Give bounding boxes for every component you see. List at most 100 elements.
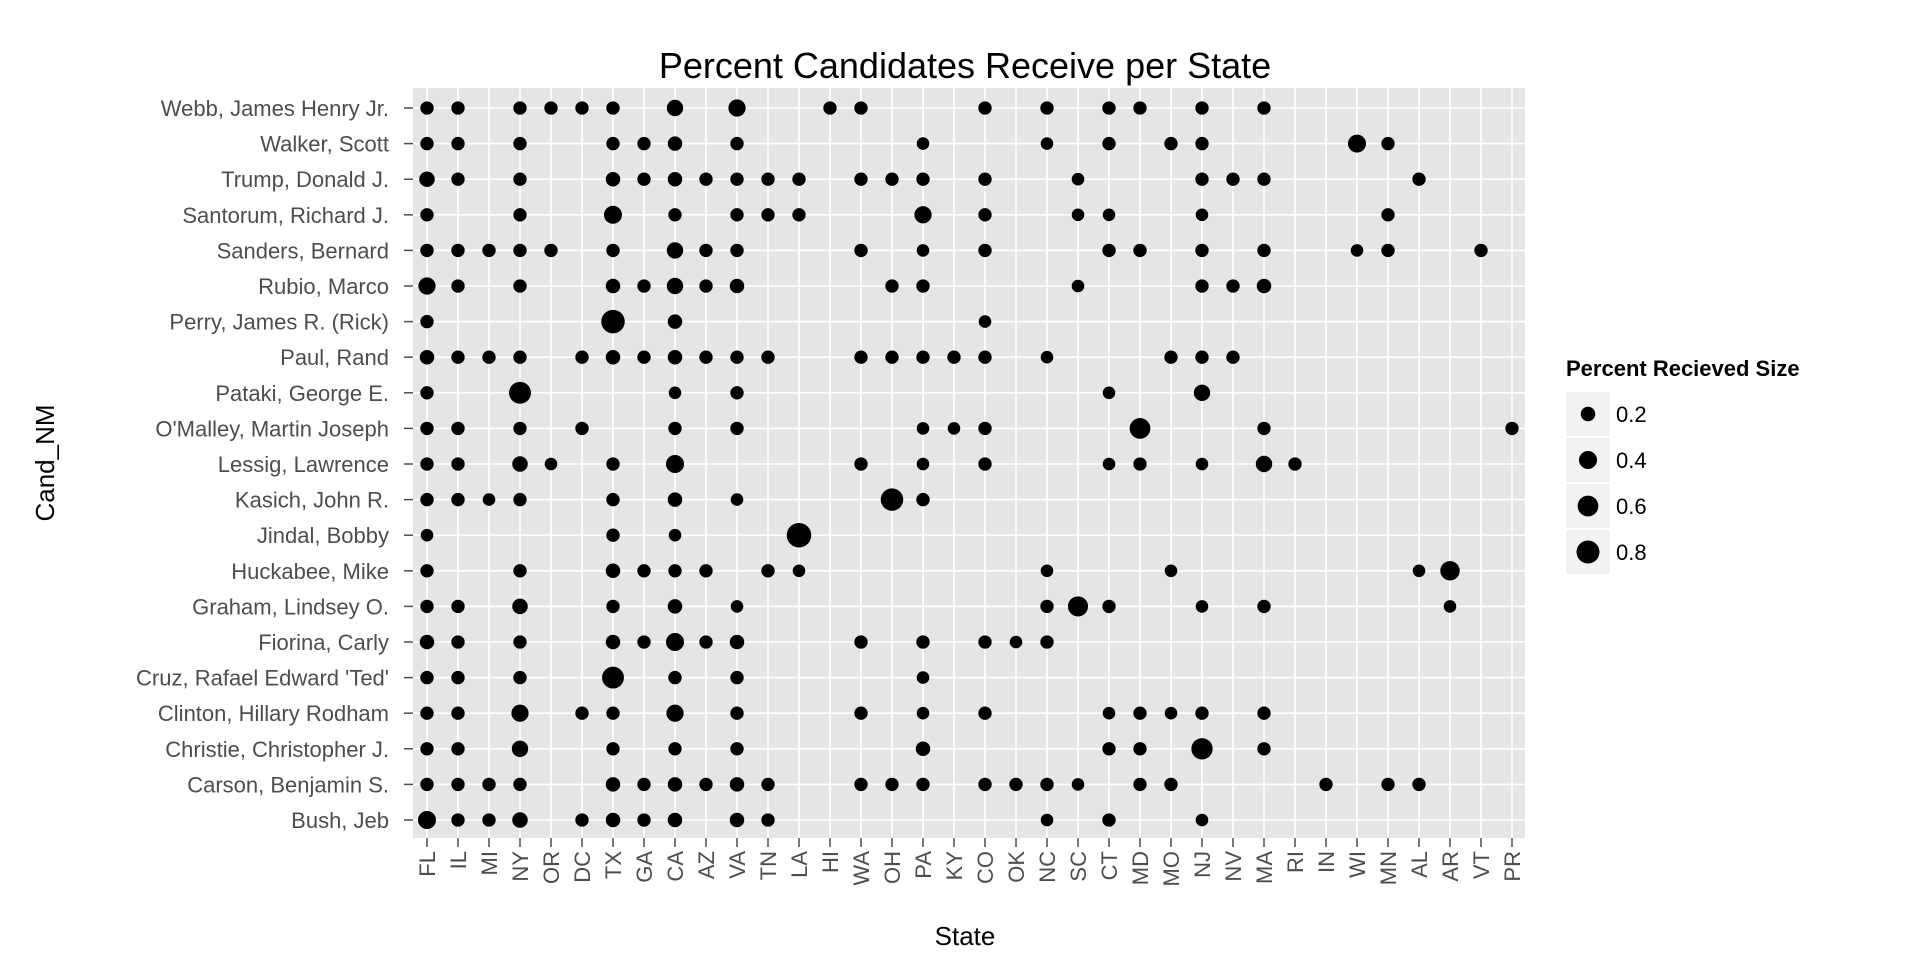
data-point	[637, 279, 651, 293]
data-point	[513, 350, 527, 364]
data-point	[513, 670, 527, 685]
x-tick-label: SC	[1066, 851, 1091, 882]
data-point	[451, 350, 465, 364]
data-point	[1350, 244, 1364, 257]
data-point	[1102, 706, 1116, 720]
data-point	[512, 812, 528, 828]
data-point	[667, 812, 683, 828]
data-point	[916, 137, 930, 150]
data-point	[668, 670, 682, 685]
x-tick-label: TN	[756, 851, 781, 880]
data-point	[1257, 101, 1271, 115]
data-point	[978, 635, 992, 649]
data-point	[451, 101, 465, 115]
data-point	[1040, 350, 1054, 364]
data-point	[916, 492, 930, 507]
data-point	[947, 422, 961, 435]
x-tick-label: AZ	[694, 851, 719, 879]
data-point	[1257, 706, 1271, 720]
data-point	[1102, 813, 1116, 827]
data-point	[699, 350, 713, 364]
data-point	[513, 243, 527, 258]
data-point	[420, 208, 434, 222]
data-point	[1071, 279, 1085, 293]
x-tick-label: MI	[477, 851, 502, 875]
data-point	[916, 706, 930, 720]
data-point	[668, 742, 682, 756]
data-point	[419, 349, 435, 365]
data-point	[637, 564, 651, 578]
data-point	[482, 350, 496, 364]
y-tick-label: Jindal, Bobby	[257, 523, 389, 548]
data-point	[420, 492, 434, 507]
data-point	[575, 101, 589, 115]
data-point	[666, 99, 684, 117]
data-point	[451, 813, 465, 827]
data-point	[513, 421, 527, 436]
x-tick-label: OK	[1004, 851, 1029, 883]
data-point	[885, 279, 899, 293]
data-point	[1133, 457, 1147, 471]
data-point	[1257, 172, 1271, 186]
data-point	[513, 208, 527, 222]
data-point	[730, 350, 744, 364]
data-point	[1319, 777, 1333, 792]
data-point	[730, 136, 744, 151]
data-point	[1164, 136, 1178, 151]
data-point	[667, 492, 683, 507]
data-point	[699, 172, 713, 186]
data-point	[606, 742, 620, 756]
data-point	[792, 564, 806, 578]
data-point	[420, 706, 434, 720]
data-point	[914, 206, 932, 224]
data-point	[730, 742, 744, 756]
data-point	[1040, 101, 1054, 115]
x-tick-label: OR	[539, 851, 564, 884]
x-tick-label: NJ	[1190, 851, 1215, 878]
data-point	[761, 777, 775, 792]
data-point	[667, 599, 683, 614]
data-point	[668, 528, 682, 542]
data-point	[880, 488, 904, 511]
data-point	[420, 564, 434, 578]
data-point	[451, 492, 465, 507]
data-point	[606, 599, 620, 614]
data-point	[420, 777, 434, 792]
data-point	[451, 136, 465, 151]
data-point	[1071, 172, 1085, 186]
x-axis-title: State	[935, 921, 996, 951]
data-point	[729, 278, 745, 294]
y-tick-label: Graham, Lindsey O.	[192, 594, 389, 619]
data-point	[854, 457, 868, 471]
x-tick-label: DC	[570, 851, 595, 883]
data-point	[885, 350, 899, 364]
legend-key-label: 0.4	[1616, 448, 1647, 473]
data-point	[1040, 564, 1054, 578]
plot-panel	[413, 88, 1525, 838]
data-point	[451, 706, 465, 720]
data-point	[1195, 813, 1209, 827]
y-tick-label: Santorum, Richard J.	[182, 203, 389, 228]
y-tick-label: Lessig, Lawrence	[218, 452, 389, 477]
data-point	[513, 279, 527, 293]
y-tick-label: Carson, Benjamin S.	[187, 772, 389, 797]
data-point	[1164, 350, 1178, 364]
data-point	[1255, 455, 1273, 473]
size-legend: Percent Recieved Size 0.2 0.4 0.6 0.8	[1566, 356, 1800, 574]
data-point	[605, 777, 621, 792]
data-point	[1195, 706, 1209, 720]
data-point	[730, 600, 744, 613]
data-point	[605, 812, 621, 828]
data-point	[512, 598, 528, 615]
data-point	[699, 777, 713, 792]
data-point	[761, 208, 775, 222]
data-point	[1195, 457, 1209, 471]
data-point	[728, 99, 746, 117]
data-point	[699, 243, 713, 258]
data-point	[1288, 457, 1302, 471]
y-tick-label: Huckabee, Mike	[231, 559, 389, 584]
data-point	[1133, 777, 1147, 792]
data-point	[601, 309, 625, 334]
data-point	[605, 349, 621, 365]
data-point	[885, 777, 899, 792]
